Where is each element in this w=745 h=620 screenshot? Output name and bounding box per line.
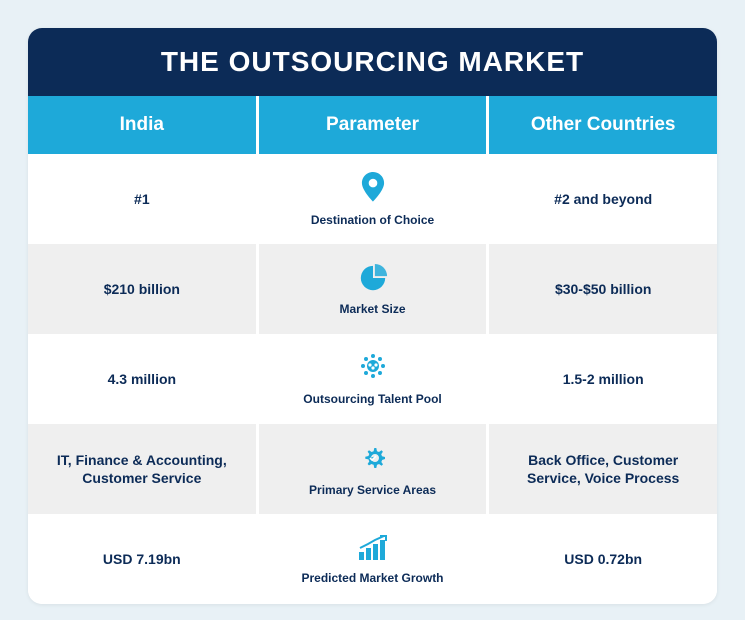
parameter-cell: Primary Service Areas — [259, 424, 490, 514]
header-row: India Parameter Other Countries — [28, 96, 717, 154]
other-value: USD 0.72bn — [489, 514, 717, 604]
gear-icon — [357, 442, 389, 477]
other-value: 1.5-2 million — [489, 334, 717, 424]
table-row: $210 billion Market Size $30-$50 billion — [28, 244, 717, 334]
param-label: Predicted Market Growth — [301, 571, 443, 585]
table-row: 4.3 million Outsourcing Talent Pool 1.5-… — [28, 334, 717, 424]
col-header-parameter: Parameter — [259, 96, 490, 154]
people-icon — [356, 353, 390, 386]
pin-icon — [358, 172, 388, 207]
other-value: #2 and beyond — [489, 154, 717, 244]
table-row: #1 Destination of Choice #2 and beyond — [28, 154, 717, 244]
param-label: Outsourcing Talent Pool — [303, 392, 441, 406]
param-label: Primary Service Areas — [309, 483, 436, 497]
india-value: IT, Finance & Accounting, Customer Servi… — [28, 424, 259, 514]
col-header-india: India — [28, 96, 259, 154]
other-value: $30-$50 billion — [489, 244, 717, 334]
parameter-cell: Predicted Market Growth — [259, 514, 490, 604]
col-header-other: Other Countries — [489, 96, 717, 154]
other-value: Back Office, Customer Service, Voice Pro… — [489, 424, 717, 514]
india-value: #1 — [28, 154, 259, 244]
param-label: Destination of Choice — [311, 213, 434, 227]
pie-icon — [358, 263, 388, 296]
india-value: 4.3 million — [28, 334, 259, 424]
parameter-cell: Outsourcing Talent Pool — [259, 334, 490, 424]
growth-icon — [356, 534, 390, 565]
india-value: $210 billion — [28, 244, 259, 334]
table-row: USD 7.19bn Predicted Market Growth USD 0… — [28, 514, 717, 604]
param-label: Market Size — [339, 302, 405, 316]
parameter-cell: Destination of Choice — [259, 154, 490, 244]
card-title: THE OUTSOURCING MARKET — [28, 28, 717, 96]
table-row: IT, Finance & Accounting, Customer Servi… — [28, 424, 717, 514]
comparison-card: THE OUTSOURCING MARKET India Parameter O… — [28, 28, 717, 604]
india-value: USD 7.19bn — [28, 514, 259, 604]
parameter-cell: Market Size — [259, 244, 490, 334]
